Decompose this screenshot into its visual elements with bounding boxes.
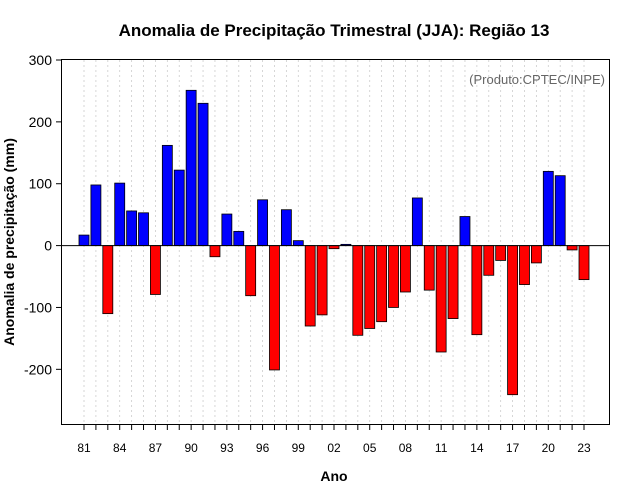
plot-frame: [61, 59, 610, 425]
bar-1993: [221, 213, 233, 246]
bar-2011: [435, 245, 447, 353]
bar-1997: [269, 245, 280, 371]
bar-2018: [519, 245, 530, 285]
bar-1992: [209, 245, 221, 258]
x-axis-label: Ano: [320, 468, 347, 484]
bar-1998: [280, 209, 292, 246]
credit-text: (Produto:CPTEC/INPE): [469, 72, 605, 87]
x-tick-label: 96: [256, 441, 270, 455]
y-tick-label: 0: [44, 238, 52, 254]
x-tick-label: 93: [220, 441, 234, 455]
bar-1983: [102, 245, 114, 315]
chart-title: Anomalia de Precipitação Trimestral (JJA…: [119, 21, 550, 40]
bar-1981: [78, 234, 90, 246]
bar-1988: [161, 144, 173, 246]
bar-2000: [304, 245, 316, 327]
x-tick-label: 02: [327, 441, 341, 455]
y-tick-label: 200: [29, 114, 53, 130]
bar-2014: [471, 245, 483, 336]
bar-2017: [507, 245, 518, 396]
vertical-grid: [83, 60, 585, 425]
bar-1991: [197, 102, 209, 246]
bar-2021: [554, 175, 566, 246]
bar-2015: [483, 245, 495, 276]
x-tick-label: 87: [149, 441, 163, 455]
bar-2013: [459, 216, 471, 246]
x-tick-label: 84: [113, 441, 127, 455]
x-tick-label: 99: [292, 441, 306, 455]
x-tick-label: 17: [506, 441, 520, 455]
x-tick-label: 81: [77, 441, 91, 455]
bar-1990: [185, 89, 197, 246]
bar-2001: [316, 245, 328, 316]
bar-1985: [126, 210, 138, 246]
bar-1995: [245, 245, 257, 297]
x-tick-label: 20: [542, 441, 556, 455]
bar-2022: [566, 245, 578, 251]
y-axis: -200 -100 0 100 200 300: [24, 52, 62, 377]
bar-2012: [447, 245, 459, 319]
y-tick-label: -200: [24, 361, 52, 377]
bar-1999: [292, 240, 304, 246]
bar-2007: [388, 245, 399, 308]
bar-2009: [411, 197, 423, 246]
x-tick-label: 14: [470, 441, 484, 455]
bar-1986: [138, 212, 149, 246]
y-axis-label: Anomalia de precipitação (mm): [1, 138, 17, 346]
bar-2008: [400, 245, 411, 293]
bar-1984: [114, 182, 126, 246]
bar-2020: [542, 170, 554, 246]
bar-2006: [376, 245, 388, 323]
x-tick-label: 11: [435, 441, 448, 455]
y-tick-label: -100: [24, 299, 52, 315]
bar-2004: [352, 245, 364, 336]
bars-group: [78, 89, 590, 396]
bar-1987: [150, 245, 161, 295]
bar-1982: [90, 184, 102, 246]
x-tick-label: 08: [399, 441, 413, 455]
bar-2005: [364, 245, 376, 329]
bar-2023: [578, 245, 590, 281]
bar-2016: [495, 245, 507, 261]
y-tick-label: 100: [29, 176, 53, 192]
bar-1989: [173, 169, 185, 246]
x-tick-label: 90: [184, 441, 198, 455]
bar-1994: [233, 230, 245, 246]
x-axis: 81 84 87 90 93 96 99 02 05 08 11 14 17 20 23: [77, 425, 591, 455]
x-tick-label: 05: [363, 441, 377, 455]
y-tick-label: 300: [29, 52, 53, 68]
x-tick-label: 23: [577, 441, 591, 455]
bar-2010: [423, 245, 435, 291]
bar-2019: [530, 245, 542, 264]
bar-1996: [257, 199, 268, 246]
